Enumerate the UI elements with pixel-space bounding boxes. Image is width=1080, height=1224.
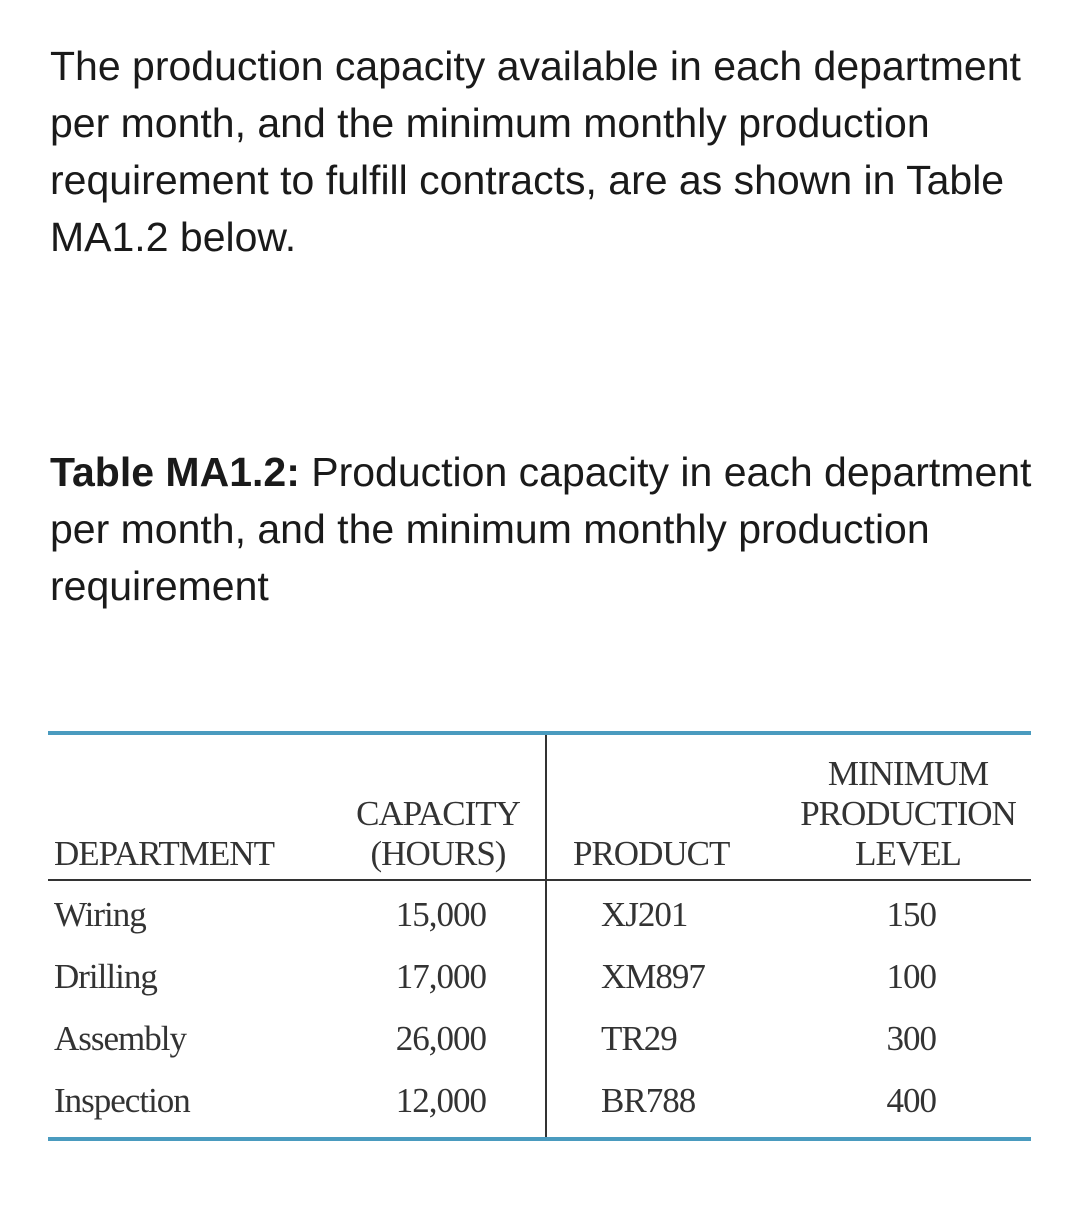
cell-capacity: 26,000: [395, 1019, 487, 1058]
cell-min: 300: [886, 1019, 938, 1058]
cell-product: BR788: [601, 1081, 696, 1120]
cell-product: XJ201: [601, 895, 688, 934]
header-min-line3: LEVEL: [855, 834, 962, 873]
column-divider: [545, 735, 547, 1137]
cell-product: TR29: [601, 1019, 678, 1058]
header-min-line1: MINIMUM: [827, 754, 989, 793]
cell-min: 150: [886, 895, 938, 934]
table-top-rule: [48, 731, 1031, 735]
cell-min: 100: [886, 957, 938, 996]
intro-paragraph: The production capacity available in eac…: [50, 43, 1021, 260]
cell-capacity: 12,000: [395, 1081, 487, 1120]
cell-capacity: 17,000: [395, 957, 487, 996]
cell-product: XM897: [601, 957, 706, 996]
cell-capacity: 15,000: [395, 895, 487, 934]
production-table: DEPARTMENT CAPACITY (HOURS) PRODUCT MINI…: [48, 731, 1031, 1141]
cell-department: Assembly: [54, 1019, 187, 1058]
cell-min: 400: [886, 1081, 938, 1120]
cell-department: Inspection: [54, 1081, 191, 1120]
header-capacity-line2: (HOURS): [370, 834, 507, 873]
cell-department: Wiring: [54, 895, 147, 934]
header-rule: [48, 879, 1031, 881]
header-department: DEPARTMENT: [54, 834, 275, 873]
header-product: PRODUCT: [573, 834, 730, 873]
header-min-line2: PRODUCTION: [800, 794, 1017, 833]
header-capacity-line1: CAPACITY: [356, 794, 521, 833]
cell-department: Drilling: [54, 957, 158, 996]
caption-text: Production capacity in each department p…: [50, 449, 1032, 609]
table-caption: Table MA1.2: Production capacity in each…: [50, 444, 1050, 615]
caption-label: Table MA1.2:: [50, 449, 300, 495]
table-bottom-rule: [48, 1137, 1031, 1141]
